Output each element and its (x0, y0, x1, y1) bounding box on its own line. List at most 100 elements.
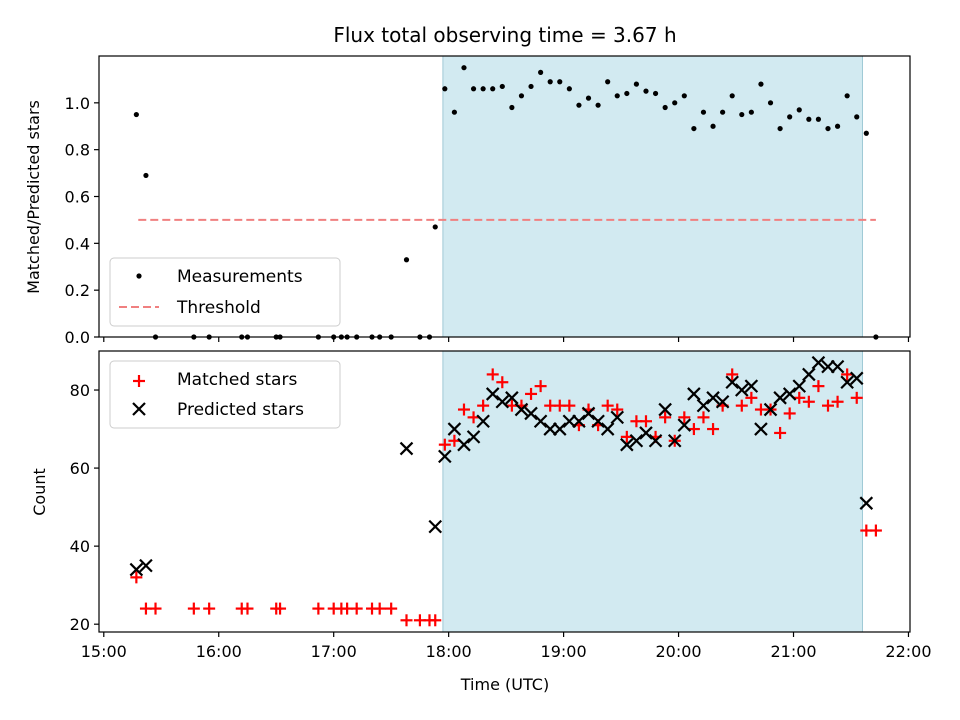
predicted-stars-point (485, 387, 500, 401)
y-tick-label: 80 (70, 381, 90, 400)
predicted-stars-point (457, 437, 471, 452)
measurement-point (720, 109, 726, 115)
predicted-stars-point (591, 414, 605, 429)
matched-stars-point (448, 434, 461, 447)
x-tick-label: 19:00 (541, 642, 587, 661)
measurement-point (624, 90, 630, 97)
matched-stars-point (429, 614, 442, 627)
matched-stars-point (477, 399, 490, 412)
measurement-point (834, 123, 841, 129)
predicted-stars-point (572, 414, 586, 429)
legend-measurements-marker (136, 273, 142, 279)
measurement-point (461, 65, 467, 71)
matched-stars-point (793, 391, 806, 404)
matched-stars-point (831, 395, 844, 408)
measurement-point (576, 102, 582, 108)
measurement-point (605, 79, 611, 85)
matched-stars-point (241, 602, 254, 615)
legend-predicted-stars-marker (132, 402, 146, 416)
predicted-stars-point (744, 379, 759, 393)
y-tick-label: 0.2 (65, 281, 90, 300)
legend-threshold-label: Threshold (176, 298, 261, 318)
legend-measurements-label: Measurements (177, 267, 303, 287)
y-tick-label: 1.0 (65, 94, 90, 113)
predicted-stars-point (859, 496, 874, 510)
predicted-stars-point (129, 562, 144, 577)
predicted-stars-point (715, 394, 730, 409)
measurement-point (825, 125, 831, 132)
bottom-panel: 20 40 60 80 15:00 16:00 17:00 18:00 19:00 20:00 2… (30, 350, 932, 694)
matched-stars-point (697, 411, 710, 424)
measurement-point (490, 86, 496, 92)
measurement-point (672, 100, 678, 106)
matched-stars-point (841, 368, 854, 381)
measurement-point (442, 86, 448, 92)
matched-stars-point (400, 614, 413, 627)
predicted-stars-point (562, 414, 577, 429)
predicted-stars-point (524, 406, 538, 421)
predicted-stars-point (533, 414, 548, 429)
predicted-stars-point (543, 422, 557, 436)
x-tick-label: 20:00 (656, 642, 702, 661)
bottom-x-ticks: 15:00 16:00 17:00 18:00 19:00 20:00 21:00 22:00 (81, 632, 932, 661)
matched-stars-point (821, 399, 834, 412)
predicted-stars-point (677, 418, 692, 432)
measurement-point (729, 93, 735, 99)
measurement-point (566, 86, 572, 92)
matched-stars-point (274, 602, 287, 615)
x-tick-label: 15:00 (81, 642, 127, 661)
matched-stars-point (385, 602, 398, 615)
measurement-point (547, 79, 553, 85)
matched-stars-point (802, 395, 815, 408)
predicted-stars-point (667, 433, 682, 448)
predicted-stars-point (447, 422, 462, 436)
predicted-stars-point (438, 449, 452, 464)
matched-stars-point (850, 391, 863, 404)
predicted-stars-point (754, 422, 768, 436)
x-tick-label: 22:00 (885, 642, 931, 661)
measurement-point (143, 172, 149, 179)
predicted-stars-point (706, 391, 720, 405)
matched-stars-point (812, 380, 825, 393)
predicted-stars-point (792, 379, 807, 393)
matched-stars-point (601, 399, 614, 412)
predicted-stars-point (763, 402, 778, 417)
measurement-point (403, 257, 410, 263)
predicted-stars-point (629, 433, 644, 448)
measurement-point (633, 81, 640, 87)
measurement-point (595, 102, 601, 108)
measurement-point (777, 125, 783, 132)
top-legend-box (109, 257, 341, 327)
predicted-stars-point (658, 402, 672, 417)
matched-stars-point (678, 411, 691, 424)
bottom-legend-box (109, 360, 341, 429)
predicted-stars-point (696, 398, 711, 413)
matched-stars-point (563, 399, 576, 412)
measurement-point (796, 107, 802, 113)
predicted-stars-point (505, 391, 519, 405)
matched-stars-point (457, 403, 470, 416)
chart-title: Flux total observing time = 3.67 h (333, 23, 676, 47)
predicted-stars-point (552, 422, 567, 436)
legend-matched-stars-label: Matched stars (177, 370, 297, 390)
predicted-stars-point (735, 383, 749, 397)
y-tick-label: 0.8 (65, 141, 90, 160)
measurement-point (509, 104, 515, 111)
predicted-stars-point (687, 387, 701, 401)
predicted-stars-point (514, 402, 529, 417)
measurement-point (133, 111, 139, 118)
measurement-point (681, 93, 687, 99)
y-tick-label: 60 (70, 459, 90, 478)
top-y-ticks: 0.0 0.2 0.4 0.6 0.8 1.0 (65, 94, 99, 347)
measurement-point (538, 69, 544, 75)
measurement-point (480, 86, 486, 92)
measurement-point (739, 111, 745, 118)
predicted-stars-point (581, 406, 596, 421)
measurement-point (662, 104, 668, 111)
predicted-stars-point (610, 410, 625, 425)
legend-matched-stars-marker (133, 375, 145, 387)
top-y-axis-label: Matched/Predicted stars (24, 100, 43, 294)
predicted-stars-point (821, 359, 835, 374)
measurement-point (499, 83, 505, 90)
